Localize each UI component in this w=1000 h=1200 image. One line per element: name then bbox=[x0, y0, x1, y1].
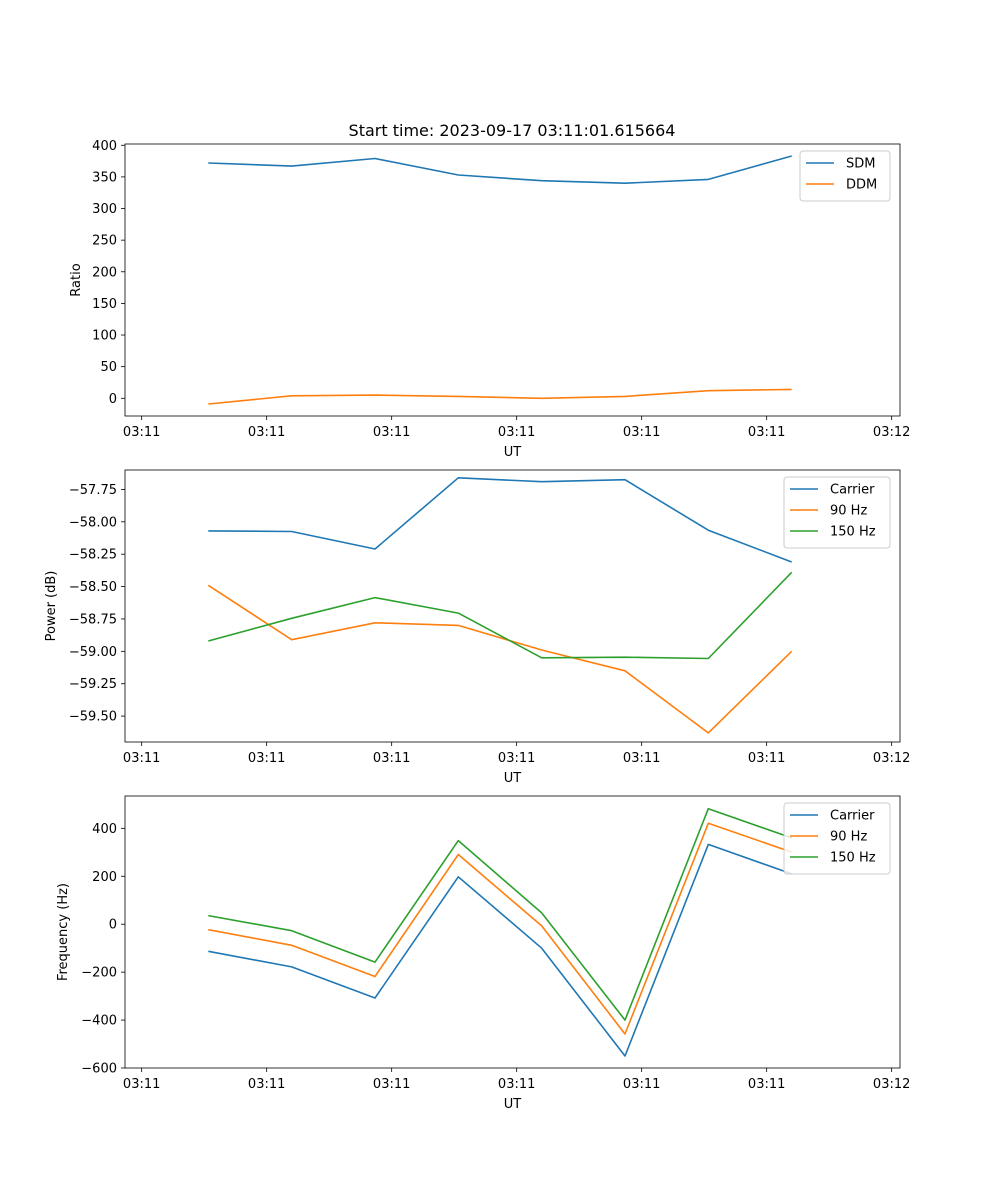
y-tick-label: −58.00 bbox=[69, 515, 117, 530]
y-tick-label: −600 bbox=[81, 1062, 117, 1077]
x-tick-label: 03:11 bbox=[248, 751, 285, 766]
x-tick-label: 03:11 bbox=[623, 1077, 660, 1092]
y-axis-label: Frequency (Hz) bbox=[56, 883, 71, 981]
y-tick-label: 250 bbox=[92, 234, 117, 249]
x-tick-label: 03:11 bbox=[748, 425, 785, 440]
x-tick-label: 03:11 bbox=[498, 1077, 535, 1092]
legend-box bbox=[799, 150, 891, 202]
y-tick-label: 350 bbox=[92, 170, 117, 185]
legend: Carrier 90 Hz 150 Hz bbox=[783, 802, 891, 875]
series-line-150-hz bbox=[208, 571, 793, 660]
y-axis-label: Power (dB) bbox=[44, 571, 59, 642]
y-tick-label: −59.50 bbox=[69, 710, 117, 725]
legend-label: 90 Hz bbox=[830, 830, 867, 845]
legend: SDM DDM bbox=[799, 150, 891, 202]
y-tick-label: 200 bbox=[92, 265, 117, 280]
y-tick-label: 0 bbox=[109, 918, 117, 933]
y-tick-label: 150 bbox=[92, 297, 117, 312]
x-axis-label: UT bbox=[504, 771, 522, 786]
x-tick-label: 03:11 bbox=[748, 1077, 785, 1092]
y-tick-label: 50 bbox=[100, 360, 117, 375]
axes-frame bbox=[124, 469, 901, 743]
series-line-carrier bbox=[208, 843, 792, 1057]
x-tick-label: 03:11 bbox=[123, 751, 160, 766]
x-tick-label: 03:11 bbox=[623, 425, 660, 440]
x-axis-label: UT bbox=[504, 445, 522, 460]
x-tick-label: 03:11 bbox=[498, 751, 535, 766]
legend-label: SDM bbox=[846, 157, 875, 172]
x-tick-label: 03:11 bbox=[123, 425, 160, 440]
figure-title: Start time: 2023-09-17 03:11:01.615664 bbox=[349, 121, 676, 140]
y-tick-label: −400 bbox=[81, 1014, 117, 1029]
x-axis-label: UT bbox=[504, 1097, 522, 1112]
y-tick-label: −57.75 bbox=[69, 483, 117, 498]
legend-label: Carrier bbox=[830, 809, 875, 824]
y-tick-label: 400 bbox=[92, 822, 117, 837]
series-line-90-hz bbox=[208, 822, 792, 1035]
x-tick-label: 03:11 bbox=[373, 425, 410, 440]
ratio-panel: 03:11 03:11 03:11 03:11 03:11 03:11 03:12 0 50 10… bbox=[69, 139, 910, 460]
frequency-panel: 03:11 03:11 03:11 03:11 03:11 03:11 03:12 −600 −… bbox=[56, 795, 910, 1112]
axes-frame bbox=[124, 143, 901, 417]
x-tick-label: 03:11 bbox=[248, 1077, 285, 1092]
x-tick-label: 03:11 bbox=[623, 751, 660, 766]
y-tick-label: −200 bbox=[81, 966, 117, 981]
legend-label: 90 Hz bbox=[830, 504, 867, 519]
x-tick-label: 03:11 bbox=[248, 425, 285, 440]
series-line-carrier bbox=[208, 476, 792, 563]
series-line-ddm bbox=[208, 388, 792, 405]
y-tick-label: 400 bbox=[92, 139, 117, 154]
x-tick-label: 03:11 bbox=[373, 1077, 410, 1092]
y-tick-label: 0 bbox=[109, 392, 117, 407]
y-tick-label: −59.25 bbox=[69, 677, 117, 692]
x-tick-label: 03:11 bbox=[373, 751, 410, 766]
legend: Carrier 90 Hz 150 Hz bbox=[783, 476, 891, 549]
legend-label: 150 Hz bbox=[830, 851, 876, 866]
legend-label: DDM bbox=[846, 178, 877, 193]
y-axis-label: Ratio bbox=[69, 263, 84, 296]
y-tick-label: 300 bbox=[92, 202, 117, 217]
x-tick-label: 03:11 bbox=[748, 751, 785, 766]
y-tick-label: −58.75 bbox=[69, 612, 117, 627]
series-line-90-hz bbox=[207, 584, 793, 734]
y-tick-label: −58.25 bbox=[69, 548, 117, 563]
subplots: 03:11 03:11 03:11 03:11 03:11 03:11 03:12 0 50 10… bbox=[44, 139, 910, 1112]
y-tick-label: −58.50 bbox=[69, 580, 117, 595]
legend-label: Carrier bbox=[830, 483, 875, 498]
series-line-150-hz bbox=[208, 807, 792, 1021]
x-tick-label: 03:11 bbox=[123, 1077, 160, 1092]
series-line-sdm bbox=[208, 155, 792, 184]
axes-frame bbox=[124, 795, 901, 1069]
y-tick-label: −59.00 bbox=[69, 645, 117, 660]
power-panel: 03:11 03:11 03:11 03:11 03:11 03:11 03:12 −59.5… bbox=[44, 469, 910, 786]
x-tick-label: 03:12 bbox=[873, 425, 910, 440]
legend-label: 150 Hz bbox=[830, 525, 876, 540]
x-tick-label: 03:12 bbox=[873, 1077, 910, 1092]
y-tick-label: 100 bbox=[92, 329, 117, 344]
x-tick-label: 03:11 bbox=[498, 425, 535, 440]
y-tick-label: 200 bbox=[92, 870, 117, 885]
x-tick-label: 03:12 bbox=[873, 751, 910, 766]
